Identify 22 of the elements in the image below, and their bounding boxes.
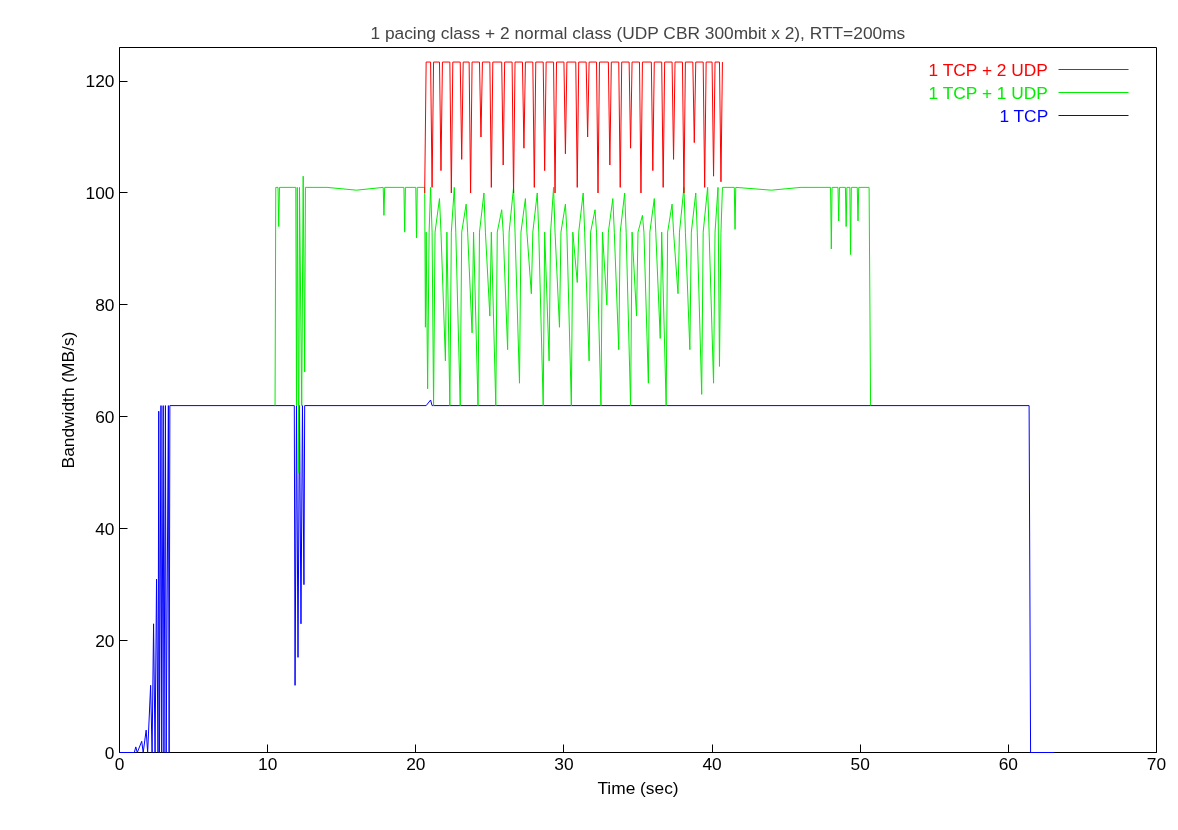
line-series <box>119 399 1055 753</box>
legend-label: 1 TCP + 2 UDP <box>928 59 1048 80</box>
x-tick-label: 40 <box>702 753 722 774</box>
x-tick-label: 50 <box>850 753 870 774</box>
x-tick-label: 30 <box>554 753 574 774</box>
y-tick-label: 100 <box>85 182 115 203</box>
y-tick-label: 60 <box>95 406 115 427</box>
x-axis-title: Time (sec) <box>597 777 679 798</box>
y-tick-label: 20 <box>95 630 115 651</box>
legend-label: 1 TCP + 1 UDP <box>928 82 1048 103</box>
x-tick-label: 70 <box>1146 753 1167 774</box>
legend-label: 1 TCP <box>999 105 1049 126</box>
y-tick-label: 120 <box>85 71 115 92</box>
y-tick-label: 80 <box>95 294 115 315</box>
line-series <box>274 175 872 474</box>
y-axis-title: Bandwidth (MB/s) <box>57 331 78 469</box>
y-tick-label: 40 <box>95 518 115 539</box>
x-tick-label: 60 <box>998 753 1018 774</box>
x-tick-label: 10 <box>258 753 278 774</box>
line-series <box>424 61 723 194</box>
x-tick-label: 20 <box>406 753 426 774</box>
chart-title: 1 pacing class + 2 normal class (UDP CBR 300mbit x 2), RTT=200ms <box>370 22 906 43</box>
